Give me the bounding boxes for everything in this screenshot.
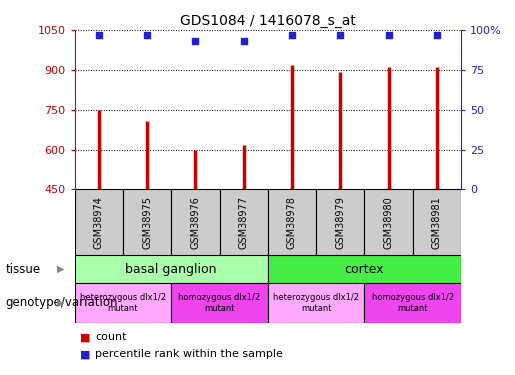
Bar xyxy=(219,189,268,255)
Bar xyxy=(268,283,365,322)
Bar xyxy=(413,189,461,255)
Bar xyxy=(171,189,219,255)
Text: homozygous dlx1/2
mutant: homozygous dlx1/2 mutant xyxy=(179,293,261,312)
Bar xyxy=(268,255,461,283)
Point xyxy=(288,32,296,38)
Bar xyxy=(123,189,171,255)
Point xyxy=(95,32,103,38)
Bar xyxy=(365,189,413,255)
Text: ■: ■ xyxy=(80,333,90,342)
Bar xyxy=(268,189,316,255)
Bar xyxy=(75,255,268,283)
Text: genotype/variation: genotype/variation xyxy=(5,296,117,309)
Text: count: count xyxy=(95,333,127,342)
Text: tissue: tissue xyxy=(5,262,40,276)
Bar xyxy=(316,189,365,255)
Text: ▶: ▶ xyxy=(57,264,64,274)
Text: heterozygous dlx1/2
mutant: heterozygous dlx1/2 mutant xyxy=(273,293,359,312)
Text: ▶: ▶ xyxy=(57,298,64,308)
Text: GSM38979: GSM38979 xyxy=(335,196,345,249)
Text: homozygous dlx1/2
mutant: homozygous dlx1/2 mutant xyxy=(372,293,454,312)
Text: basal ganglion: basal ganglion xyxy=(126,262,217,276)
Point xyxy=(191,38,199,44)
Title: GDS1084 / 1416078_s_at: GDS1084 / 1416078_s_at xyxy=(180,13,356,28)
Text: cortex: cortex xyxy=(345,262,384,276)
Point xyxy=(143,32,151,38)
Text: GSM38974: GSM38974 xyxy=(94,196,104,249)
Bar xyxy=(171,283,268,322)
Text: GSM38981: GSM38981 xyxy=(432,196,442,249)
Text: heterozygous dlx1/2
mutant: heterozygous dlx1/2 mutant xyxy=(80,293,166,312)
Text: GSM38975: GSM38975 xyxy=(142,196,152,249)
Text: GSM38976: GSM38976 xyxy=(191,196,200,249)
Bar xyxy=(75,283,171,322)
Point xyxy=(433,32,441,38)
Point xyxy=(239,38,248,44)
Text: ■: ■ xyxy=(80,350,90,359)
Point xyxy=(384,32,392,38)
Text: GSM38977: GSM38977 xyxy=(238,196,249,249)
Bar xyxy=(365,283,461,322)
Point xyxy=(336,32,345,38)
Text: GSM38980: GSM38980 xyxy=(384,196,393,249)
Bar xyxy=(75,189,123,255)
Text: GSM38978: GSM38978 xyxy=(287,196,297,249)
Text: percentile rank within the sample: percentile rank within the sample xyxy=(95,350,283,359)
